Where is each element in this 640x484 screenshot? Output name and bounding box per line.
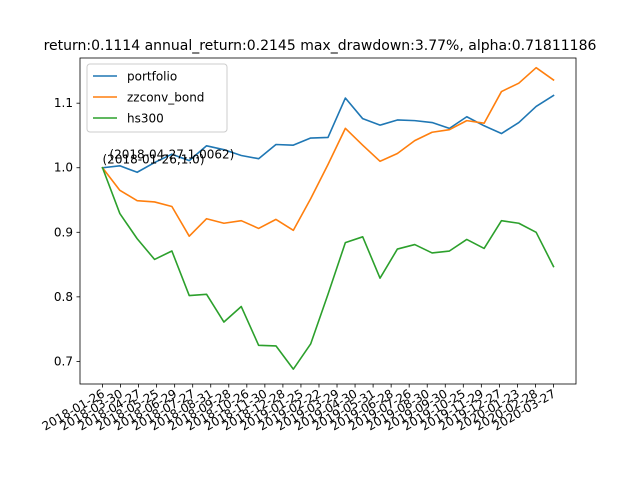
plot-area: (2018-01-26,1.0)(2018-04-27,1.0062) xyxy=(101,66,555,370)
y-tick-label: 0.8 xyxy=(54,290,73,304)
y-tick-label: 0.7 xyxy=(54,354,73,368)
series-line-zzconv_bond xyxy=(101,66,555,237)
legend-label-hs300: hs300 xyxy=(127,112,164,126)
legend-box xyxy=(86,63,228,133)
chart-title: return:0.1114 annual_return:0.2145 max_d… xyxy=(44,38,597,54)
annotation-label: (2018-04-27,1.0062) xyxy=(109,148,234,162)
series-line-hs300 xyxy=(101,166,555,370)
y-tick-label: 1.1 xyxy=(54,96,73,110)
y-tick-label: 0.9 xyxy=(54,225,73,239)
legend-label-portfolio: portfolio xyxy=(127,70,177,84)
axes: 0.70.80.91.01.12018-01-262018-03-302018-… xyxy=(40,57,577,433)
annotation-label: (2018-01-26,1.0) xyxy=(103,153,205,167)
axes-frame xyxy=(79,57,577,385)
y-tick-label: 1.0 xyxy=(54,161,73,175)
legend-label-zzconv_bond: zzconv_bond xyxy=(127,91,204,105)
legend: portfolio zzconv_bond hs300 xyxy=(86,63,228,133)
